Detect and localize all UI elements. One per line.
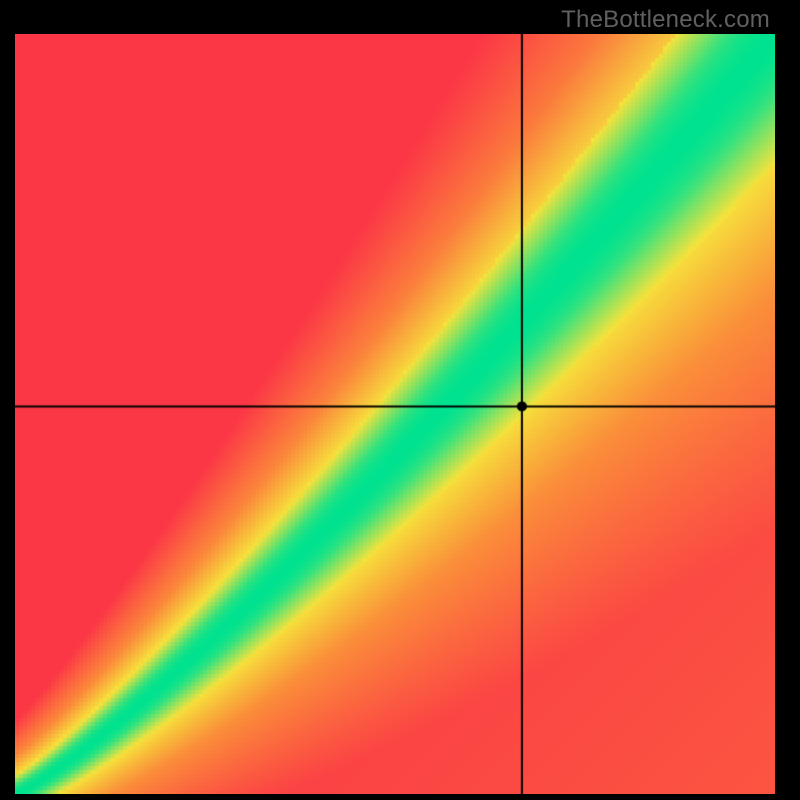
watermark-text: TheBottleneck.com [561, 6, 770, 34]
bottleneck-heatmap [15, 34, 775, 794]
chart-container: TheBottleneck.com [0, 0, 800, 800]
